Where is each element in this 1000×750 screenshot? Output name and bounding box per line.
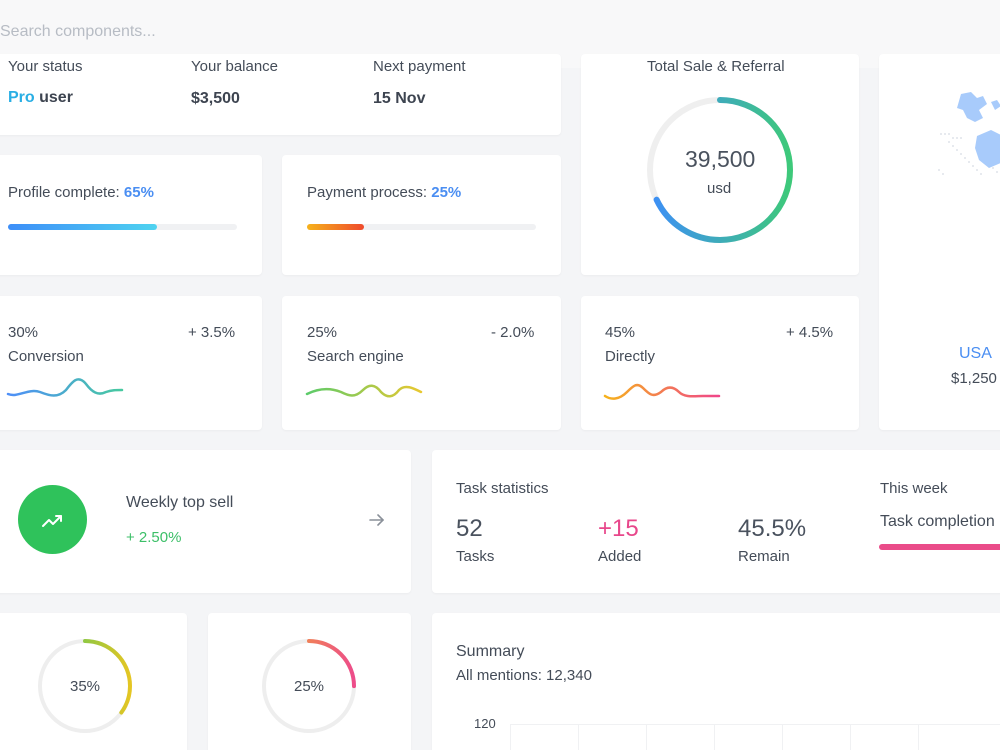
payment-progress-fill <box>307 224 365 230</box>
weekly-top-sell-card[interactable]: Weekly top sell + 2.50% <box>0 450 411 593</box>
payment-progress-track <box>307 224 536 230</box>
payment-value: 15 Nov <box>373 90 426 107</box>
donut-label: 25% <box>294 678 325 695</box>
balance-label: Your balance <box>191 58 279 75</box>
summary-grid-vline <box>578 724 579 750</box>
arrow-right-icon[interactable] <box>368 511 386 529</box>
payment-process-label: Payment process: 25% <box>307 184 461 201</box>
profile-complete-card: Profile complete: 65% <box>0 155 262 275</box>
task-label-remain: Remain <box>738 548 790 565</box>
summary-y-tick: 120 <box>474 716 496 731</box>
world-map-icon <box>938 92 1000 175</box>
stat-percent: 25% <box>307 324 338 341</box>
week-title: This week <box>880 480 948 497</box>
status-value: Pro user <box>8 89 73 107</box>
profile-progress-fill <box>8 224 157 230</box>
stat-change: - 2.0% <box>491 324 535 341</box>
total-sale-card: Total Sale & Referral 39,500 usd <box>581 54 859 275</box>
stat-card-conversion: 30% + 3.5% Conversion <box>0 296 262 430</box>
donut-arc <box>262 639 356 733</box>
map-card: USA $1,250 <box>879 54 1000 430</box>
total-sale-ring <box>647 97 793 243</box>
summary-grid-line <box>510 724 1000 725</box>
payment-process-card: Payment process: 25% <box>282 155 561 275</box>
map-value: $1,250 <box>951 370 997 387</box>
donut-card-1: 35% <box>0 613 187 750</box>
task-completion-bar <box>879 544 1000 550</box>
task-statistics-card: Task statistics 52 Tasks +15 Added 45.5%… <box>432 450 1000 593</box>
trending-up-icon <box>18 485 87 554</box>
total-sale-unit: usd <box>707 180 732 197</box>
search-input[interactable] <box>0 18 500 46</box>
stat-percent: 30% <box>8 324 39 341</box>
profile-label-text: Profile complete: <box>8 184 120 201</box>
summary-grid-vline <box>850 724 851 750</box>
payment-process-label-text: Payment process: <box>307 184 428 201</box>
summary-grid-vline <box>646 724 647 750</box>
summary-grid-vline <box>918 724 919 750</box>
summary-grid-vline <box>782 724 783 750</box>
total-sale-value: 39,500 <box>685 146 756 172</box>
task-value-tasks: 52 <box>456 515 483 542</box>
task-title: Task statistics <box>456 480 549 497</box>
summary-subtitle: All mentions: 12,340 <box>456 667 592 684</box>
stat-sparkline <box>305 384 423 398</box>
balance-value: $3,500 <box>191 90 240 107</box>
profile-label: Profile complete: 65% <box>8 184 154 201</box>
profile-progress-track <box>8 224 237 230</box>
stat-card-search-engine: 25% - 2.0% Search engine <box>282 296 561 430</box>
weekly-title: Weekly top sell <box>126 494 234 511</box>
stat-name: Conversion <box>8 348 84 365</box>
stat-sparkline <box>6 378 124 397</box>
task-label-tasks: Tasks <box>456 548 495 565</box>
task-value-added: +15 <box>598 515 639 542</box>
donut-chart <box>262 639 356 733</box>
status-card: Your status Pro user Your balance $3,500… <box>0 54 561 135</box>
total-sale-arc <box>647 97 793 243</box>
summary-grid-vline <box>714 724 715 750</box>
weekly-change: + 2.50% <box>126 529 182 546</box>
payment-label: Next payment <box>373 58 466 75</box>
stat-change: + 4.5% <box>786 324 834 341</box>
stat-name: Directly <box>605 348 656 365</box>
stat-change: + 3.5% <box>188 324 236 341</box>
total-sale-label: Total Sale & Referral <box>647 58 785 75</box>
task-label-added: Added <box>598 548 642 565</box>
stat-percent: 45% <box>605 324 636 341</box>
summary-grid-vline <box>510 724 511 750</box>
status-suffix: user <box>39 89 73 106</box>
payment-process-percent: 25% <box>431 184 462 201</box>
task-completion-label: Task completion <box>880 513 995 530</box>
status-label: Your status <box>8 58 83 75</box>
donut-arc <box>38 639 132 733</box>
pro-badge: Pro <box>8 89 35 106</box>
map-country: USA <box>959 345 992 362</box>
summary-card: Summary All mentions: 12,340 120 <box>432 613 1000 750</box>
donut-label: 35% <box>70 678 101 695</box>
donut-chart <box>38 639 132 733</box>
summary-title: Summary <box>456 643 525 660</box>
stat-name: Search engine <box>307 348 404 365</box>
profile-percent: 65% <box>123 184 154 201</box>
donut-card-2: 25% <box>208 613 411 750</box>
stat-sparkline <box>603 383 721 400</box>
stat-card-directly: 45% + 4.5% Directly <box>581 296 859 430</box>
task-value-remain: 45.5% <box>738 515 807 542</box>
